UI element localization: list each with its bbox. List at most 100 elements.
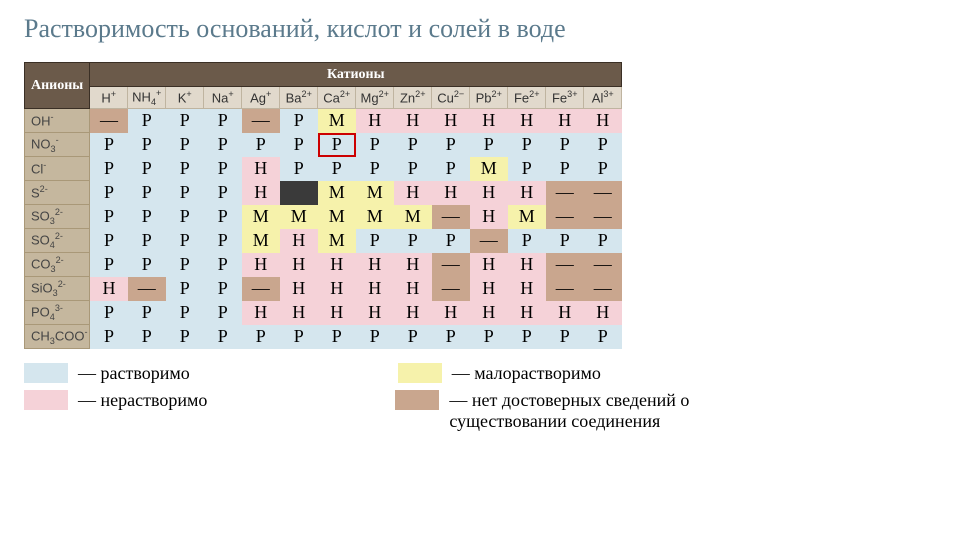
legend-slightly: — малорастворимо (398, 363, 601, 384)
cation-header: H+ (90, 87, 128, 109)
solubility-cell: Р (128, 109, 166, 133)
solubility-cell: Р (394, 229, 432, 253)
solubility-cell: Р (318, 133, 356, 157)
solubility-cell: Р (128, 229, 166, 253)
cation-header: Ag+ (242, 87, 280, 109)
solubility-cell: — (242, 277, 280, 301)
legend-insoluble: — нерастворимо (24, 390, 207, 432)
solubility-cell: Н (280, 229, 318, 253)
solubility-cell: Р (432, 133, 470, 157)
solubility-cell: Р (166, 301, 204, 325)
solubility-cell: Р (584, 157, 622, 181)
solubility-cell: Р (166, 181, 204, 205)
solubility-cell: Н (394, 301, 432, 325)
solubility-cell: Р (280, 109, 318, 133)
solubility-cell: Н (508, 181, 546, 205)
solubility-cell: Р (280, 325, 318, 349)
solubility-cell: Р (128, 301, 166, 325)
solubility-cell: — (432, 205, 470, 229)
solubility-cell: Н (470, 253, 508, 277)
solubility-cell: Н (470, 277, 508, 301)
solubility-cell: Н (280, 277, 318, 301)
solubility-cell: Н (508, 253, 546, 277)
solubility-cell (280, 181, 318, 205)
solubility-cell: Р (166, 109, 204, 133)
solubility-cell: Н (356, 301, 394, 325)
solubility-cell: Р (128, 325, 166, 349)
cation-header: K+ (166, 87, 204, 109)
solubility-cell: Р (546, 229, 584, 253)
solubility-cell: М (470, 157, 508, 181)
solubility-cell: — (584, 181, 622, 205)
solubility-cell: М (318, 229, 356, 253)
solubility-cell: Р (280, 133, 318, 157)
anion-header: SO42- (25, 229, 90, 253)
solubility-cell: Р (166, 133, 204, 157)
anion-header: SO32- (25, 205, 90, 229)
cation-header: Al3+ (584, 87, 622, 109)
solubility-cell: Р (128, 157, 166, 181)
solubility-cell: Р (356, 325, 394, 349)
cation-header: Ba2+ (280, 87, 318, 109)
solubility-cell: Р (394, 325, 432, 349)
solubility-cell: Р (204, 205, 242, 229)
solubility-cell: Н (584, 301, 622, 325)
solubility-cell: — (546, 205, 584, 229)
solubility-cell: Р (546, 325, 584, 349)
solubility-cell: — (90, 109, 128, 133)
legend-label-insoluble: — нерастворимо (78, 390, 207, 411)
solubility-cell: Н (470, 301, 508, 325)
solubility-cell: Н (394, 109, 432, 133)
solubility-cell: Р (166, 325, 204, 349)
solubility-cell: — (584, 277, 622, 301)
cation-header: Pb2+ (470, 87, 508, 109)
solubility-cell: — (432, 277, 470, 301)
solubility-cell: М (242, 229, 280, 253)
legend-label-unknown: — нет достоверных сведений о существован… (449, 390, 769, 432)
anions-header: Анионы (25, 63, 90, 109)
solubility-cell: Р (204, 229, 242, 253)
solubility-cell: Р (356, 157, 394, 181)
solubility-cell: М (318, 205, 356, 229)
solubility-cell: М (242, 205, 280, 229)
cation-header: Cu2− (432, 87, 470, 109)
solubility-cell: Р (356, 133, 394, 157)
solubility-cell: Р (166, 157, 204, 181)
solubility-cell: М (356, 205, 394, 229)
solubility-cell: Р (166, 205, 204, 229)
solubility-cell: Р (204, 133, 242, 157)
anion-header: Cl- (25, 157, 90, 181)
legend: — растворимо — малорастворимо — нераство… (24, 363, 936, 432)
solubility-cell: Н (470, 109, 508, 133)
solubility-cell: Р (90, 205, 128, 229)
swatch-insoluble (24, 390, 68, 410)
anion-header: CO32- (25, 253, 90, 277)
solubility-cell: М (508, 205, 546, 229)
solubility-cell: Р (166, 277, 204, 301)
cations-header: Катионы (90, 63, 622, 87)
solubility-cell: — (546, 181, 584, 205)
solubility-cell: Н (242, 181, 280, 205)
anion-header: PO43- (25, 301, 90, 325)
solubility-cell: Р (432, 157, 470, 181)
swatch-slightly (398, 363, 442, 383)
legend-soluble: — растворимо (24, 363, 190, 384)
cation-header: Zn2+ (394, 87, 432, 109)
solubility-table: Анионы Катионы H+NH4+K+Na+Ag+Ba2+Ca2+Mg2… (24, 62, 622, 349)
anion-header: OH- (25, 109, 90, 133)
solubility-cell: Р (128, 181, 166, 205)
solubility-cell: Н (242, 157, 280, 181)
solubility-cell: Н (394, 181, 432, 205)
solubility-cell: Н (394, 277, 432, 301)
solubility-cell: Р (508, 157, 546, 181)
solubility-cell: Р (508, 325, 546, 349)
solubility-cell: Р (204, 325, 242, 349)
solubility-cell: — (546, 277, 584, 301)
solubility-cell: Н (394, 253, 432, 277)
solubility-cell: Н (356, 253, 394, 277)
solubility-cell: Р (90, 325, 128, 349)
solubility-cell: Р (508, 133, 546, 157)
solubility-cell: М (318, 181, 356, 205)
solubility-cell: Р (204, 253, 242, 277)
solubility-cell: Р (128, 205, 166, 229)
